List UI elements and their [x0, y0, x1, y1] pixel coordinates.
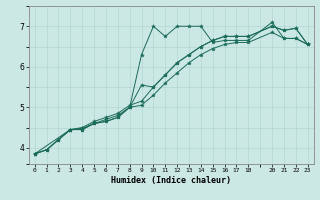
X-axis label: Humidex (Indice chaleur): Humidex (Indice chaleur): [111, 176, 231, 185]
